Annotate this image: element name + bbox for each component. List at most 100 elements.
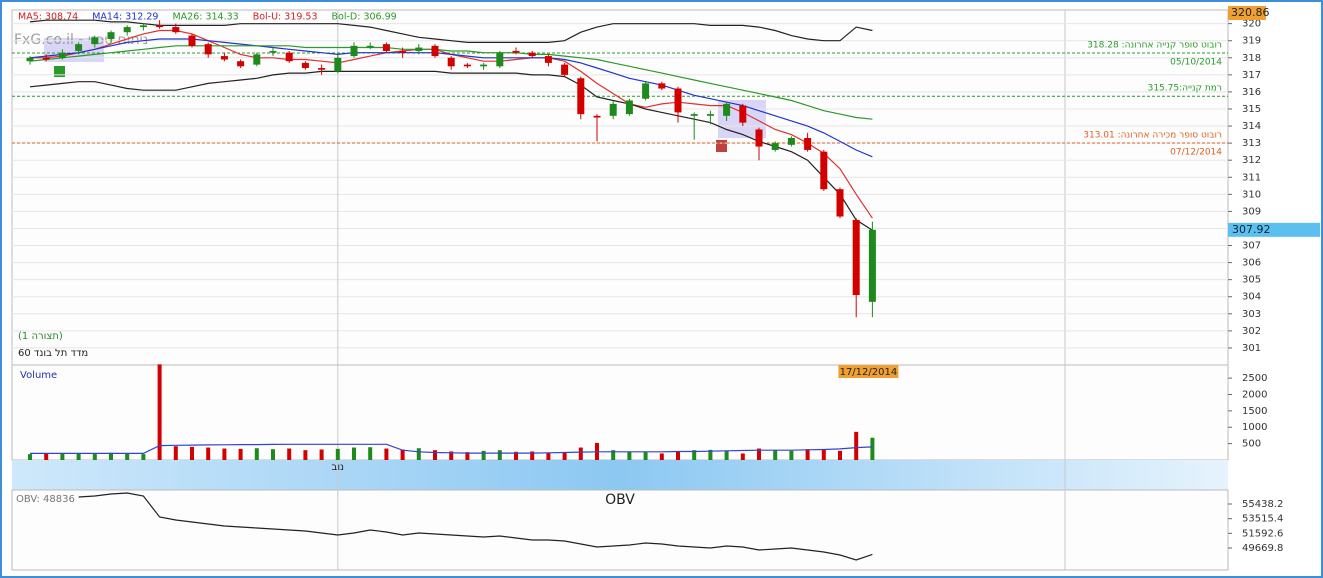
- candle-body: [609, 103, 617, 116]
- volume-bar: [530, 451, 535, 460]
- candle-body: [625, 100, 633, 115]
- y-tick-label: 2000: [1242, 389, 1267, 400]
- candle-body: [528, 52, 536, 57]
- candle-body: [156, 25, 164, 28]
- y-tick-label: 55438.2: [1242, 499, 1283, 510]
- volume-bar: [870, 437, 875, 460]
- candle-body: [204, 44, 212, 55]
- last-price-box: [1228, 222, 1320, 237]
- volume-bar: [546, 452, 551, 460]
- y-tick-label: 303: [1242, 309, 1261, 320]
- candle-body: [415, 47, 423, 51]
- candle-body: [480, 64, 488, 67]
- candle-body: [172, 27, 180, 33]
- volume-bar: [335, 448, 340, 460]
- candle-body: [26, 57, 34, 62]
- date-label: 17/12/2014: [840, 367, 898, 378]
- candle-body: [447, 57, 455, 67]
- candle-body: [237, 61, 245, 67]
- volume-bar: [190, 446, 194, 460]
- indicator-line: [29, 45, 873, 120]
- volume-bar: [627, 451, 632, 460]
- volume-bar: [173, 446, 178, 460]
- volume-bar: [838, 450, 842, 460]
- candle-body: [253, 54, 261, 65]
- volume-bar: [514, 451, 518, 460]
- price-panel: [11, 9, 1229, 366]
- y-tick-label: 316: [1242, 87, 1261, 98]
- candle-body: [674, 88, 682, 113]
- candle-body: [723, 103, 731, 116]
- volume-bar: [854, 431, 859, 460]
- legend-entry: MA14: 312.29: [92, 12, 158, 23]
- x-tick-label: נוב: [332, 462, 345, 473]
- candle-body: [269, 50, 277, 53]
- y-tick-label: 302: [1242, 326, 1261, 337]
- volume-bar: [157, 364, 162, 460]
- candle-body: [658, 83, 666, 89]
- volume-bar: [368, 447, 373, 460]
- volume-bar: [805, 449, 810, 460]
- volume-bar: [416, 448, 421, 460]
- y-tick-label: 320: [1242, 19, 1261, 30]
- candle-body: [91, 37, 99, 45]
- volume-bar: [562, 452, 567, 460]
- volume-bar: [238, 448, 243, 460]
- candle-body: [496, 52, 504, 67]
- level-label: רובוט סופר קנייה אחרונה: 318.28: [1087, 41, 1222, 51]
- chart-title: מדד תל בונד 60: [18, 348, 88, 359]
- volume-bar: [222, 448, 227, 460]
- y-tick-label: 313: [1242, 138, 1261, 149]
- volume-bar: [141, 454, 146, 460]
- candle-body: [690, 114, 698, 116]
- volume-bar: [481, 450, 486, 460]
- volume-bar: [578, 447, 583, 460]
- y-tick-label: 2500: [1242, 373, 1267, 384]
- candle-body: [577, 78, 585, 115]
- volume-bar: [611, 450, 616, 460]
- volume-bar: [109, 452, 113, 460]
- candle-body: [107, 32, 115, 40]
- candle-body: [868, 229, 876, 302]
- y-tick-label: 318: [1242, 53, 1261, 64]
- y-tick-label: 304: [1242, 292, 1261, 303]
- volume-bar: [659, 453, 664, 460]
- candle-body: [706, 114, 714, 116]
- volume-bar: [384, 448, 389, 460]
- volume-bar: [465, 452, 470, 460]
- candle-body: [42, 57, 50, 60]
- volume-bar: [740, 453, 745, 460]
- volume-bar: [497, 450, 502, 460]
- candle-body: [852, 219, 860, 296]
- volume-bar: [789, 450, 794, 460]
- buy-marker: [54, 66, 65, 77]
- volume-bar: [400, 449, 405, 460]
- max-price-label: 320.86: [1231, 6, 1270, 19]
- volume-bar: [44, 453, 49, 460]
- candle-body: [771, 143, 779, 150]
- volume-ma-line: [30, 443, 873, 454]
- level-date: 07/12/2014: [1170, 147, 1222, 157]
- obv-panel: [11, 489, 1229, 571]
- y-tick-label: 314: [1242, 121, 1261, 132]
- volume-bar: [60, 453, 65, 460]
- y-tick-label: 1000: [1242, 422, 1267, 433]
- candle-body: [123, 27, 131, 33]
- volume-bar: [254, 448, 259, 460]
- legend-entry: MA26: 314.33: [172, 12, 238, 23]
- volume-bar: [773, 450, 778, 460]
- watermark: FxG.co.il - ניתוח טכני: [14, 32, 148, 48]
- candle-body: [512, 50, 520, 53]
- y-tick-label: 317: [1242, 70, 1261, 81]
- y-tick-label: 51592.6: [1242, 528, 1283, 539]
- candle-body: [301, 62, 309, 69]
- legend-entry: Bol-D: 306.99: [332, 12, 397, 23]
- y-tick-label: 49669.8: [1242, 543, 1283, 554]
- candle-body: [431, 45, 439, 57]
- y-tick-label: 306: [1242, 258, 1261, 269]
- y-tick-label: 319: [1242, 36, 1261, 47]
- date-box: [838, 365, 899, 378]
- volume-bar: [287, 448, 292, 460]
- volume-bar: [692, 450, 697, 460]
